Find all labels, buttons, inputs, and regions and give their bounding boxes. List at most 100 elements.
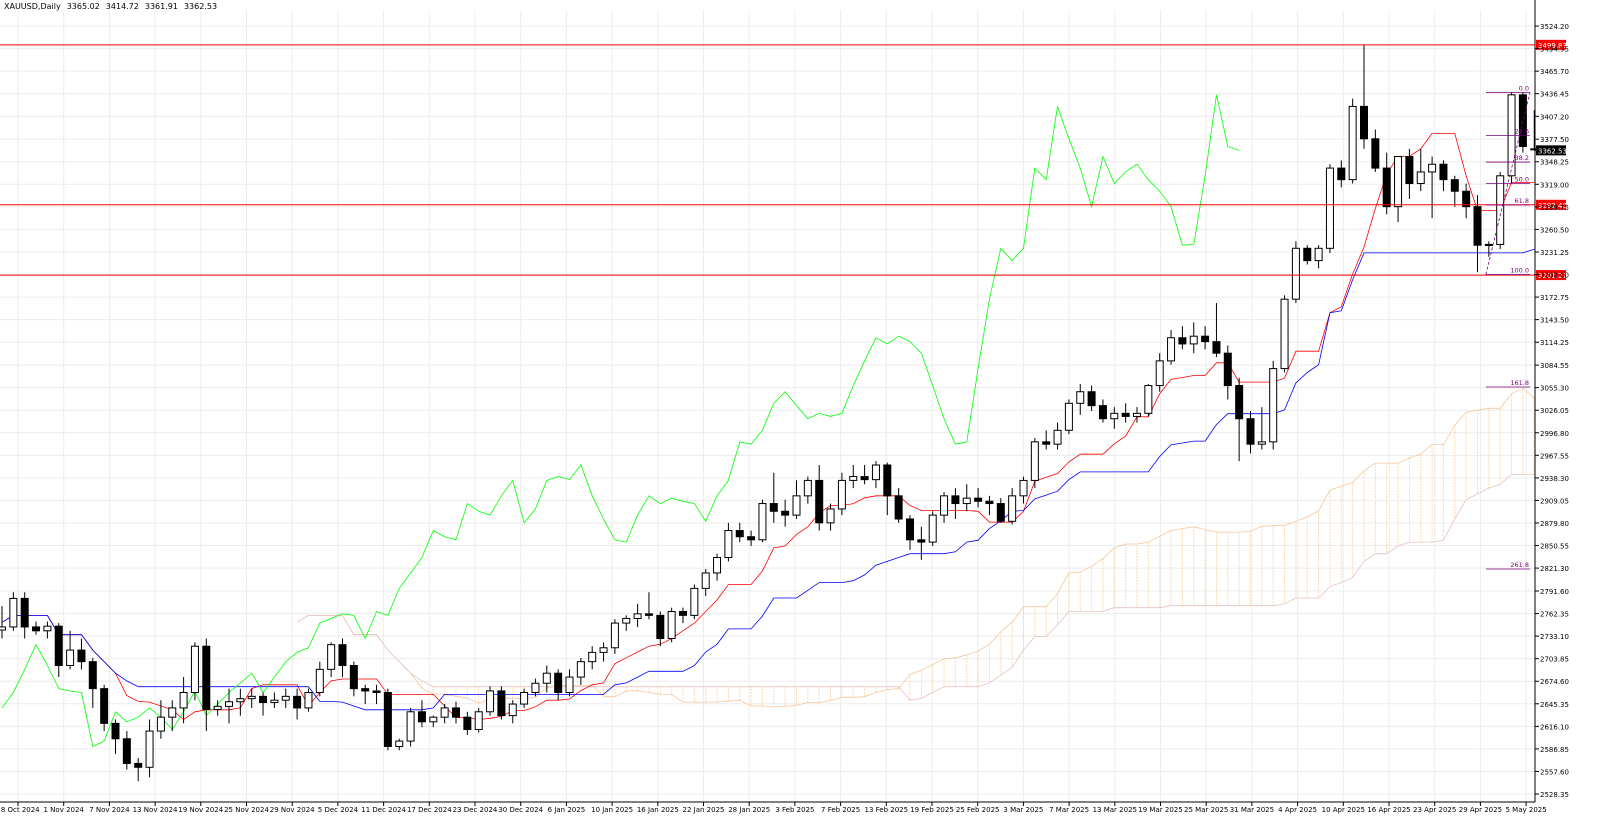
low-value: 3361.91: [144, 2, 178, 11]
candle: [1053, 422, 1062, 450]
current-price-tag: [1536, 145, 1566, 156]
candle-body-bull: [565, 676, 574, 693]
candle: [361, 684, 370, 705]
y-tick-label: 2557.60: [1540, 768, 1569, 776]
candle: [1473, 195, 1482, 273]
symbol-label: XAUUSD,Daily: [4, 2, 61, 11]
candle: [1076, 384, 1085, 415]
candle: [690, 584, 699, 620]
level-price-label: 3499.83: [1538, 42, 1567, 50]
x-tick-label: 22 Jan 2025: [683, 806, 725, 814]
fibo-level-label: 50.0: [1515, 176, 1529, 184]
candle: [565, 669, 574, 697]
candle-body-bear: [88, 661, 97, 690]
candle: [815, 464, 824, 531]
candle: [304, 688, 313, 712]
candle: [32, 621, 41, 635]
level-price-tag: [1536, 270, 1566, 281]
candle-body-bull: [1394, 156, 1403, 208]
candle-body-bear: [202, 645, 211, 710]
candle: [1416, 148, 1425, 192]
candle: [1337, 160, 1346, 188]
candle: [77, 638, 86, 670]
y-tick-label: 2879.80: [1540, 520, 1569, 528]
candle: [769, 472, 778, 523]
candle-body-bull: [837, 479, 846, 510]
x-tick-label: 19 Mar 2025: [1138, 806, 1182, 814]
candle: [542, 665, 551, 693]
x-tick-label: 10 Apr 2025: [1322, 806, 1365, 814]
x-tick-label: 10 Jan 2025: [591, 806, 633, 814]
candle-body-bear: [1098, 405, 1107, 420]
candle-body-bull: [826, 508, 835, 524]
candle-body-bear: [906, 518, 914, 541]
candle: [1019, 476, 1028, 504]
x-tick-label: 17 Dec 2024: [407, 806, 452, 814]
candle: [497, 686, 506, 720]
y-tick-label: 3436.45: [1540, 91, 1569, 99]
y-tick-label: 3172.75: [1540, 294, 1569, 302]
candle-body-bear: [747, 536, 756, 541]
candle: [270, 692, 279, 708]
candle: [293, 688, 302, 720]
x-tick-label: 7 Mar 2025: [1049, 806, 1089, 814]
candle: [735, 522, 744, 543]
candle-body-bear: [985, 500, 994, 505]
candle: [20, 592, 29, 639]
candle-body-bull: [928, 514, 937, 543]
candle: [1405, 148, 1414, 199]
candle: [792, 480, 801, 519]
candle: [213, 700, 222, 716]
y-tick-label: 2645.35: [1540, 701, 1569, 709]
candle: [145, 719, 154, 778]
candle: [395, 738, 404, 751]
candle-body-bear: [860, 476, 869, 481]
candle: [122, 731, 131, 770]
candle: [1087, 385, 1096, 412]
horizontal-levels: 3499.83 3292.40 3201.27 3362.53: [0, 39, 1567, 281]
candle-body-bear: [781, 510, 790, 516]
candle: [656, 611, 665, 647]
candle: [1303, 245, 1312, 265]
candle: [508, 700, 517, 724]
candle-body-bull: [270, 699, 279, 704]
candle: [315, 661, 324, 697]
candle-body-bear: [1473, 206, 1482, 246]
candle-body-bull: [474, 711, 483, 731]
candle-body-bull: [1348, 105, 1357, 181]
candle: [372, 684, 381, 705]
candle: [667, 607, 676, 643]
candle: [713, 553, 722, 581]
candle-body-bear: [1371, 138, 1380, 169]
candle-body-bear: [122, 738, 131, 764]
candle-body-bull: [406, 711, 415, 742]
candle: [1257, 407, 1266, 450]
candle: [1280, 295, 1289, 373]
candle: [179, 677, 188, 724]
y-tick-label: 2850.55: [1540, 543, 1569, 551]
candle-body-bull: [1064, 402, 1073, 431]
candle: [406, 707, 415, 747]
x-tick-label: 31 Mar 2025: [1230, 806, 1274, 814]
candle-body-bear: [1246, 418, 1255, 445]
candle: [1212, 303, 1221, 358]
candle-body-bear: [1303, 247, 1312, 262]
candle-body-bear: [1212, 341, 1221, 354]
y-tick-label: 2791.60: [1540, 588, 1569, 596]
candle-body-bull: [1416, 171, 1425, 185]
axes: 3524.20 3494.95 3465.70 3436.45 3407.20 3377.…: [0, 0, 1569, 814]
y-tick-label: 2967.55: [1540, 452, 1569, 460]
candle-body-bull: [520, 691, 529, 705]
candle-body-bull: [849, 476, 858, 481]
candle-body-bear: [996, 503, 1005, 522]
tenkan-sen-line: [1, 132, 1535, 721]
candle: [1450, 175, 1459, 207]
candle: [554, 669, 563, 701]
level-price-label: 3292.40: [1538, 202, 1567, 210]
candle-body-bear: [883, 464, 892, 497]
candle: [190, 642, 199, 701]
fibo-level-label: 61.8: [1515, 197, 1529, 205]
x-tick-label: 16 Jan 2025: [637, 806, 679, 814]
candle-body-bull: [236, 698, 245, 703]
